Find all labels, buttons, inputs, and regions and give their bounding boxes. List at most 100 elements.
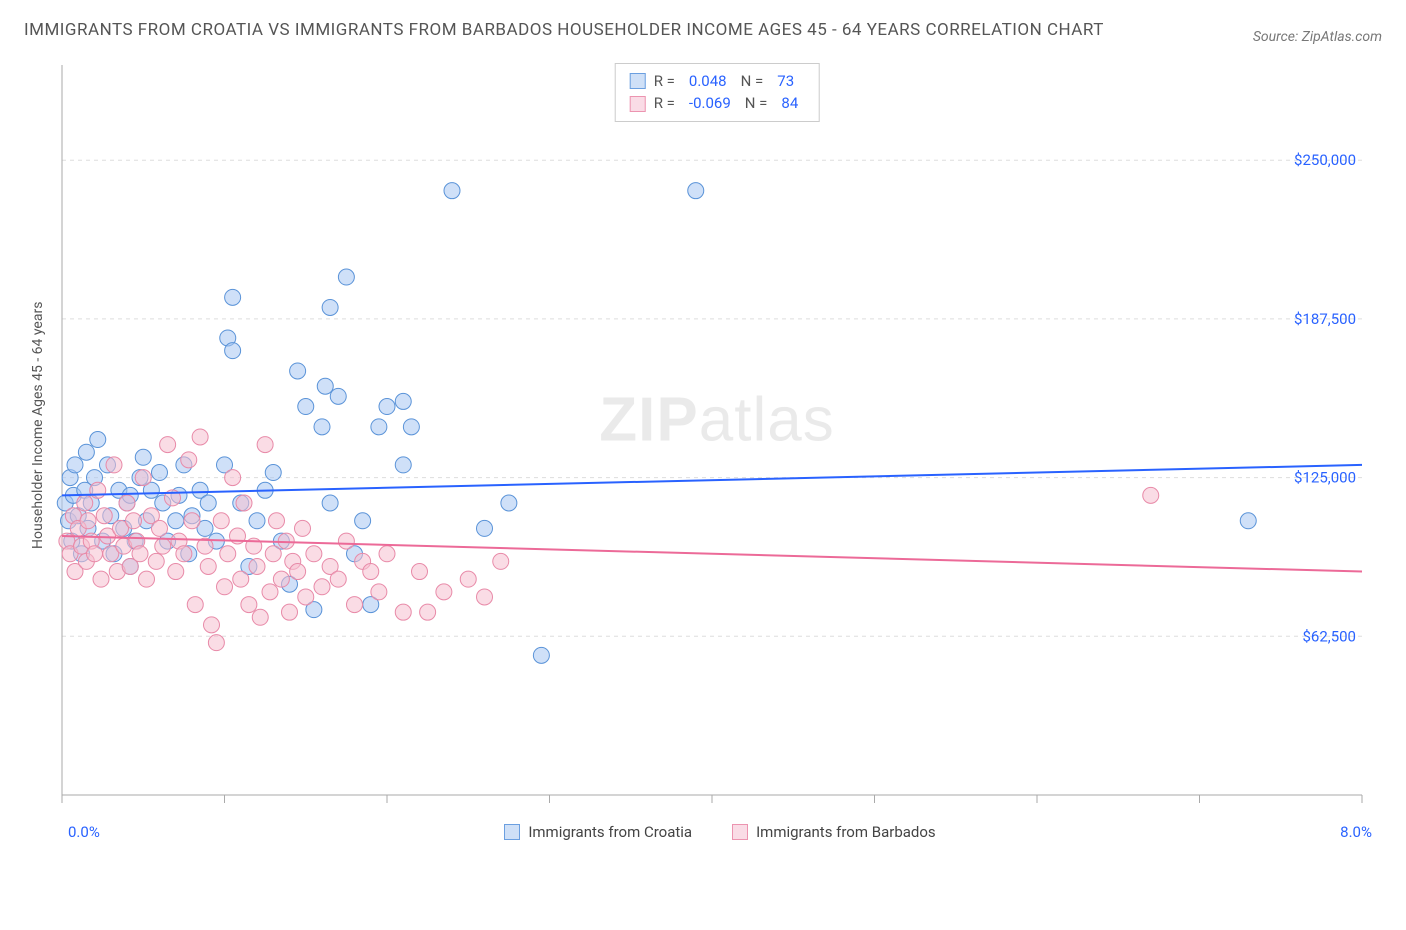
data-point [298,398,314,414]
y-axis-label: Householder Income Ages 45 - 64 years [24,55,52,795]
legend-row: R =0.048N =73 [630,70,805,93]
data-point [208,635,224,651]
data-point [200,558,216,574]
legend-swatch [630,73,646,89]
data-point [501,495,517,511]
legend-n-value: 84 [781,92,798,115]
data-point [322,299,338,315]
data-point [395,457,411,473]
data-point [477,589,493,605]
data-point [477,520,493,536]
data-point [233,571,249,587]
data-point [126,513,142,529]
legend-swatch [630,96,646,112]
data-point [290,563,306,579]
scatter-plot: $62,500$125,000$187,500$250,000 [52,55,1372,815]
data-point [363,563,379,579]
data-point [493,553,509,569]
data-point [96,508,112,524]
data-point [269,513,285,529]
data-point [220,546,236,562]
data-point [338,533,354,549]
data-point [1143,487,1159,503]
data-point [347,596,363,612]
data-point [295,520,311,536]
data-point [119,495,135,511]
data-point [395,604,411,620]
data-point [249,513,265,529]
data-point [436,584,452,600]
data-point [420,604,436,620]
series-legend-item: Immigrants from Barbados [732,823,936,841]
trend-line [62,465,1362,495]
data-point [317,378,333,394]
data-point [90,482,106,498]
data-point [314,579,330,595]
page-title: IMMIGRANTS FROM CROATIA VS IMMIGRANTS FR… [24,16,1104,45]
data-point [225,343,241,359]
data-point [444,183,460,199]
data-point [338,269,354,285]
plot-area: $62,500$125,000$187,500$250,000 ZIPatlas… [52,55,1382,815]
data-point [225,469,241,485]
data-point [181,452,197,468]
data-point [176,546,192,562]
data-point [314,419,330,435]
data-point [273,571,289,587]
legend-swatch [504,824,520,840]
data-point [330,571,346,587]
data-point [90,431,106,447]
data-point [168,563,184,579]
data-point [265,546,281,562]
data-point [249,558,265,574]
legend-label: Immigrants from Barbados [756,823,936,841]
data-point [412,563,428,579]
legend-r-label: R = [654,70,675,93]
data-point [132,546,148,562]
data-point [187,596,203,612]
series-legend: Immigrants from CroatiaImmigrants from B… [504,823,935,841]
data-point [192,429,208,445]
data-point [306,546,322,562]
data-point [135,449,151,465]
legend-r-value: 0.048 [689,70,727,93]
data-point [371,584,387,600]
y-tick-label: $62,500 [1302,627,1356,645]
data-point [236,495,252,511]
data-point [395,393,411,409]
data-point [282,604,298,620]
data-point [78,444,94,460]
data-point [148,553,164,569]
data-point [152,520,168,536]
data-point [379,546,395,562]
data-point [204,617,220,633]
y-tick-label: $125,000 [1294,468,1356,486]
legend-row: R =-0.069N =84 [630,92,805,115]
x-tick-max: 8.0% [1340,823,1372,841]
legend-n-label: N = [741,70,764,93]
data-point [160,436,176,452]
data-point [200,495,216,511]
source-credit: Source: ZipAtlas.com [1253,29,1382,45]
data-point [139,571,155,587]
data-point [184,513,200,529]
data-point [225,289,241,305]
data-point [106,457,122,473]
data-point [371,419,387,435]
data-point [688,183,704,199]
y-tick-label: $250,000 [1294,151,1356,169]
data-point [460,571,476,587]
data-point [403,419,419,435]
data-point [80,513,96,529]
data-point [152,464,168,480]
data-point [87,546,103,562]
data-point [77,495,93,511]
data-point [322,495,338,511]
x-axis-row: 0.0% Immigrants from CroatiaImmigrants f… [24,823,1382,841]
data-point [1240,513,1256,529]
data-point [213,513,229,529]
data-point [155,538,171,554]
data-point [67,457,83,473]
legend-n-label: N = [745,92,768,115]
legend-r-value: -0.069 [689,92,731,115]
